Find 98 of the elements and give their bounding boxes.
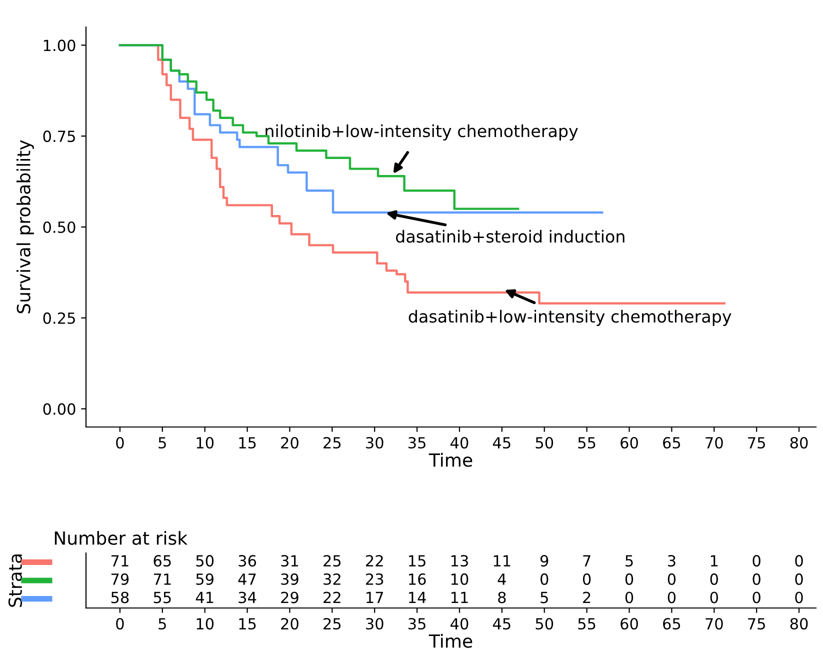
data-label: 0 [795, 573, 803, 585]
x-tick-label: 60 [620, 618, 638, 630]
data-label: 71 [154, 574, 171, 585]
x-tick-label: 0 [116, 618, 124, 630]
data-label: 10 [451, 573, 468, 585]
x-tick-label: 35 [408, 436, 426, 449]
data-label: 17 [366, 592, 384, 604]
x-tick-label: 0 [116, 436, 124, 449]
y-tick-label: 0.25 [43, 312, 75, 324]
annotation: nilotinib+low-intensity chemotherapy [266, 124, 578, 141]
data-label: 2 [583, 592, 590, 604]
data-label: 0 [625, 592, 634, 604]
data-label: 5 [626, 555, 633, 567]
data-label: 1 [710, 555, 718, 566]
x-tick-label: 65 [663, 618, 680, 630]
x-tick-label: 20 [281, 618, 298, 630]
data-label: 22 [366, 555, 383, 566]
data-label: 0 [668, 592, 676, 604]
x-tick-label: 20 [281, 436, 298, 449]
y-tick-label: 0.50 [43, 221, 76, 234]
data-label: 47 [238, 574, 256, 585]
x-tick-label: 65 [663, 436, 680, 449]
y-tick-label: 0.00 [43, 403, 76, 415]
x-tick-label: 25 [324, 436, 341, 449]
annotation: dasatinib+low-intensity chemotherapy [408, 310, 732, 326]
data-label: 16 [409, 573, 426, 585]
data-label: 9 [540, 555, 548, 567]
data-label: 11 [451, 592, 468, 604]
data-label: 0 [540, 573, 548, 585]
annotation: dasatinib+steroid induction [396, 230, 624, 243]
data-label: 0 [710, 592, 718, 604]
data-label: 50 [196, 555, 214, 567]
data-label: 29 [281, 592, 298, 604]
data-label: 71 [111, 555, 128, 566]
data-label: 0 [795, 592, 803, 604]
x-tick-label: 50 [536, 618, 554, 630]
x-tick-label: 40 [450, 618, 468, 630]
y-tick-label: 1.00 [44, 40, 76, 52]
x-axis-title: Time [428, 634, 472, 648]
x-tick-label: 50 [536, 436, 554, 449]
x-tick-label: 75 [748, 618, 765, 630]
data-label: 13 [451, 555, 468, 567]
x-tick-label: 15 [239, 618, 256, 630]
data-label: 34 [238, 592, 256, 604]
data-label: 11 [494, 555, 510, 566]
data-label: 0 [710, 573, 718, 585]
data-label: 5 [540, 592, 548, 604]
x-tick-label: 25 [324, 618, 341, 630]
x-tick-label: 80 [790, 436, 808, 449]
x-tick-label: 55 [578, 437, 596, 449]
data-label: 0 [752, 592, 760, 604]
data-label: 22 [324, 592, 340, 604]
data-label: 8 [498, 592, 506, 604]
x-tick-label: 60 [620, 436, 638, 449]
y-tick-label: 0.75 [43, 130, 75, 142]
x-tick-label: 45 [492, 618, 510, 630]
data-label: 14 [409, 592, 426, 604]
x-tick-label: 40 [450, 436, 468, 449]
x-tick-label: 10 [196, 436, 214, 449]
data-label: 32 [324, 573, 340, 585]
x-tick-label: 30 [366, 436, 384, 449]
data-label: 41 [196, 592, 214, 604]
x-tick-label: 35 [408, 618, 426, 630]
data-label: 36 [238, 555, 256, 567]
data-label: 4 [498, 574, 506, 585]
data-label: 3 [668, 555, 676, 567]
y-axis-title: Survival probability [16, 140, 34, 314]
data-label: 0 [582, 573, 591, 585]
data-label: 0 [752, 573, 760, 585]
x-axis-title: Time [428, 452, 472, 467]
x-tick-label: 70 [706, 436, 723, 449]
data-label: 39 [281, 573, 298, 585]
y-axis-title: Strata [8, 554, 22, 607]
data-label: 55 [154, 592, 171, 604]
x-tick-label: 80 [790, 618, 808, 630]
x-tick-label: 5 [158, 618, 166, 630]
data-label: 0 [795, 555, 803, 567]
data-label: 59 [196, 573, 214, 585]
x-tick-label: 75 [748, 437, 765, 449]
data-label: 79 [111, 573, 129, 585]
data-label: 0 [668, 573, 676, 585]
data-label: 15 [409, 555, 426, 567]
data-label: 31 [281, 555, 298, 567]
x-tick-label: 15 [239, 437, 256, 449]
data-label: 0 [752, 555, 760, 567]
x-tick-label: 30 [366, 618, 384, 630]
x-tick-label: 10 [196, 618, 214, 630]
x-tick-label: 5 [158, 437, 166, 449]
data-label: 58 [111, 592, 129, 604]
data-label: 65 [154, 555, 171, 567]
data-label: 0 [625, 573, 634, 585]
data-label: 25 [324, 555, 341, 567]
data-label: 7 [583, 555, 590, 566]
chart-title: Number at risk [54, 530, 188, 545]
x-tick-label: 55 [578, 618, 596, 630]
data-label: 23 [366, 573, 384, 585]
x-tick-label: 45 [492, 437, 510, 449]
x-tick-label: 70 [706, 618, 723, 630]
